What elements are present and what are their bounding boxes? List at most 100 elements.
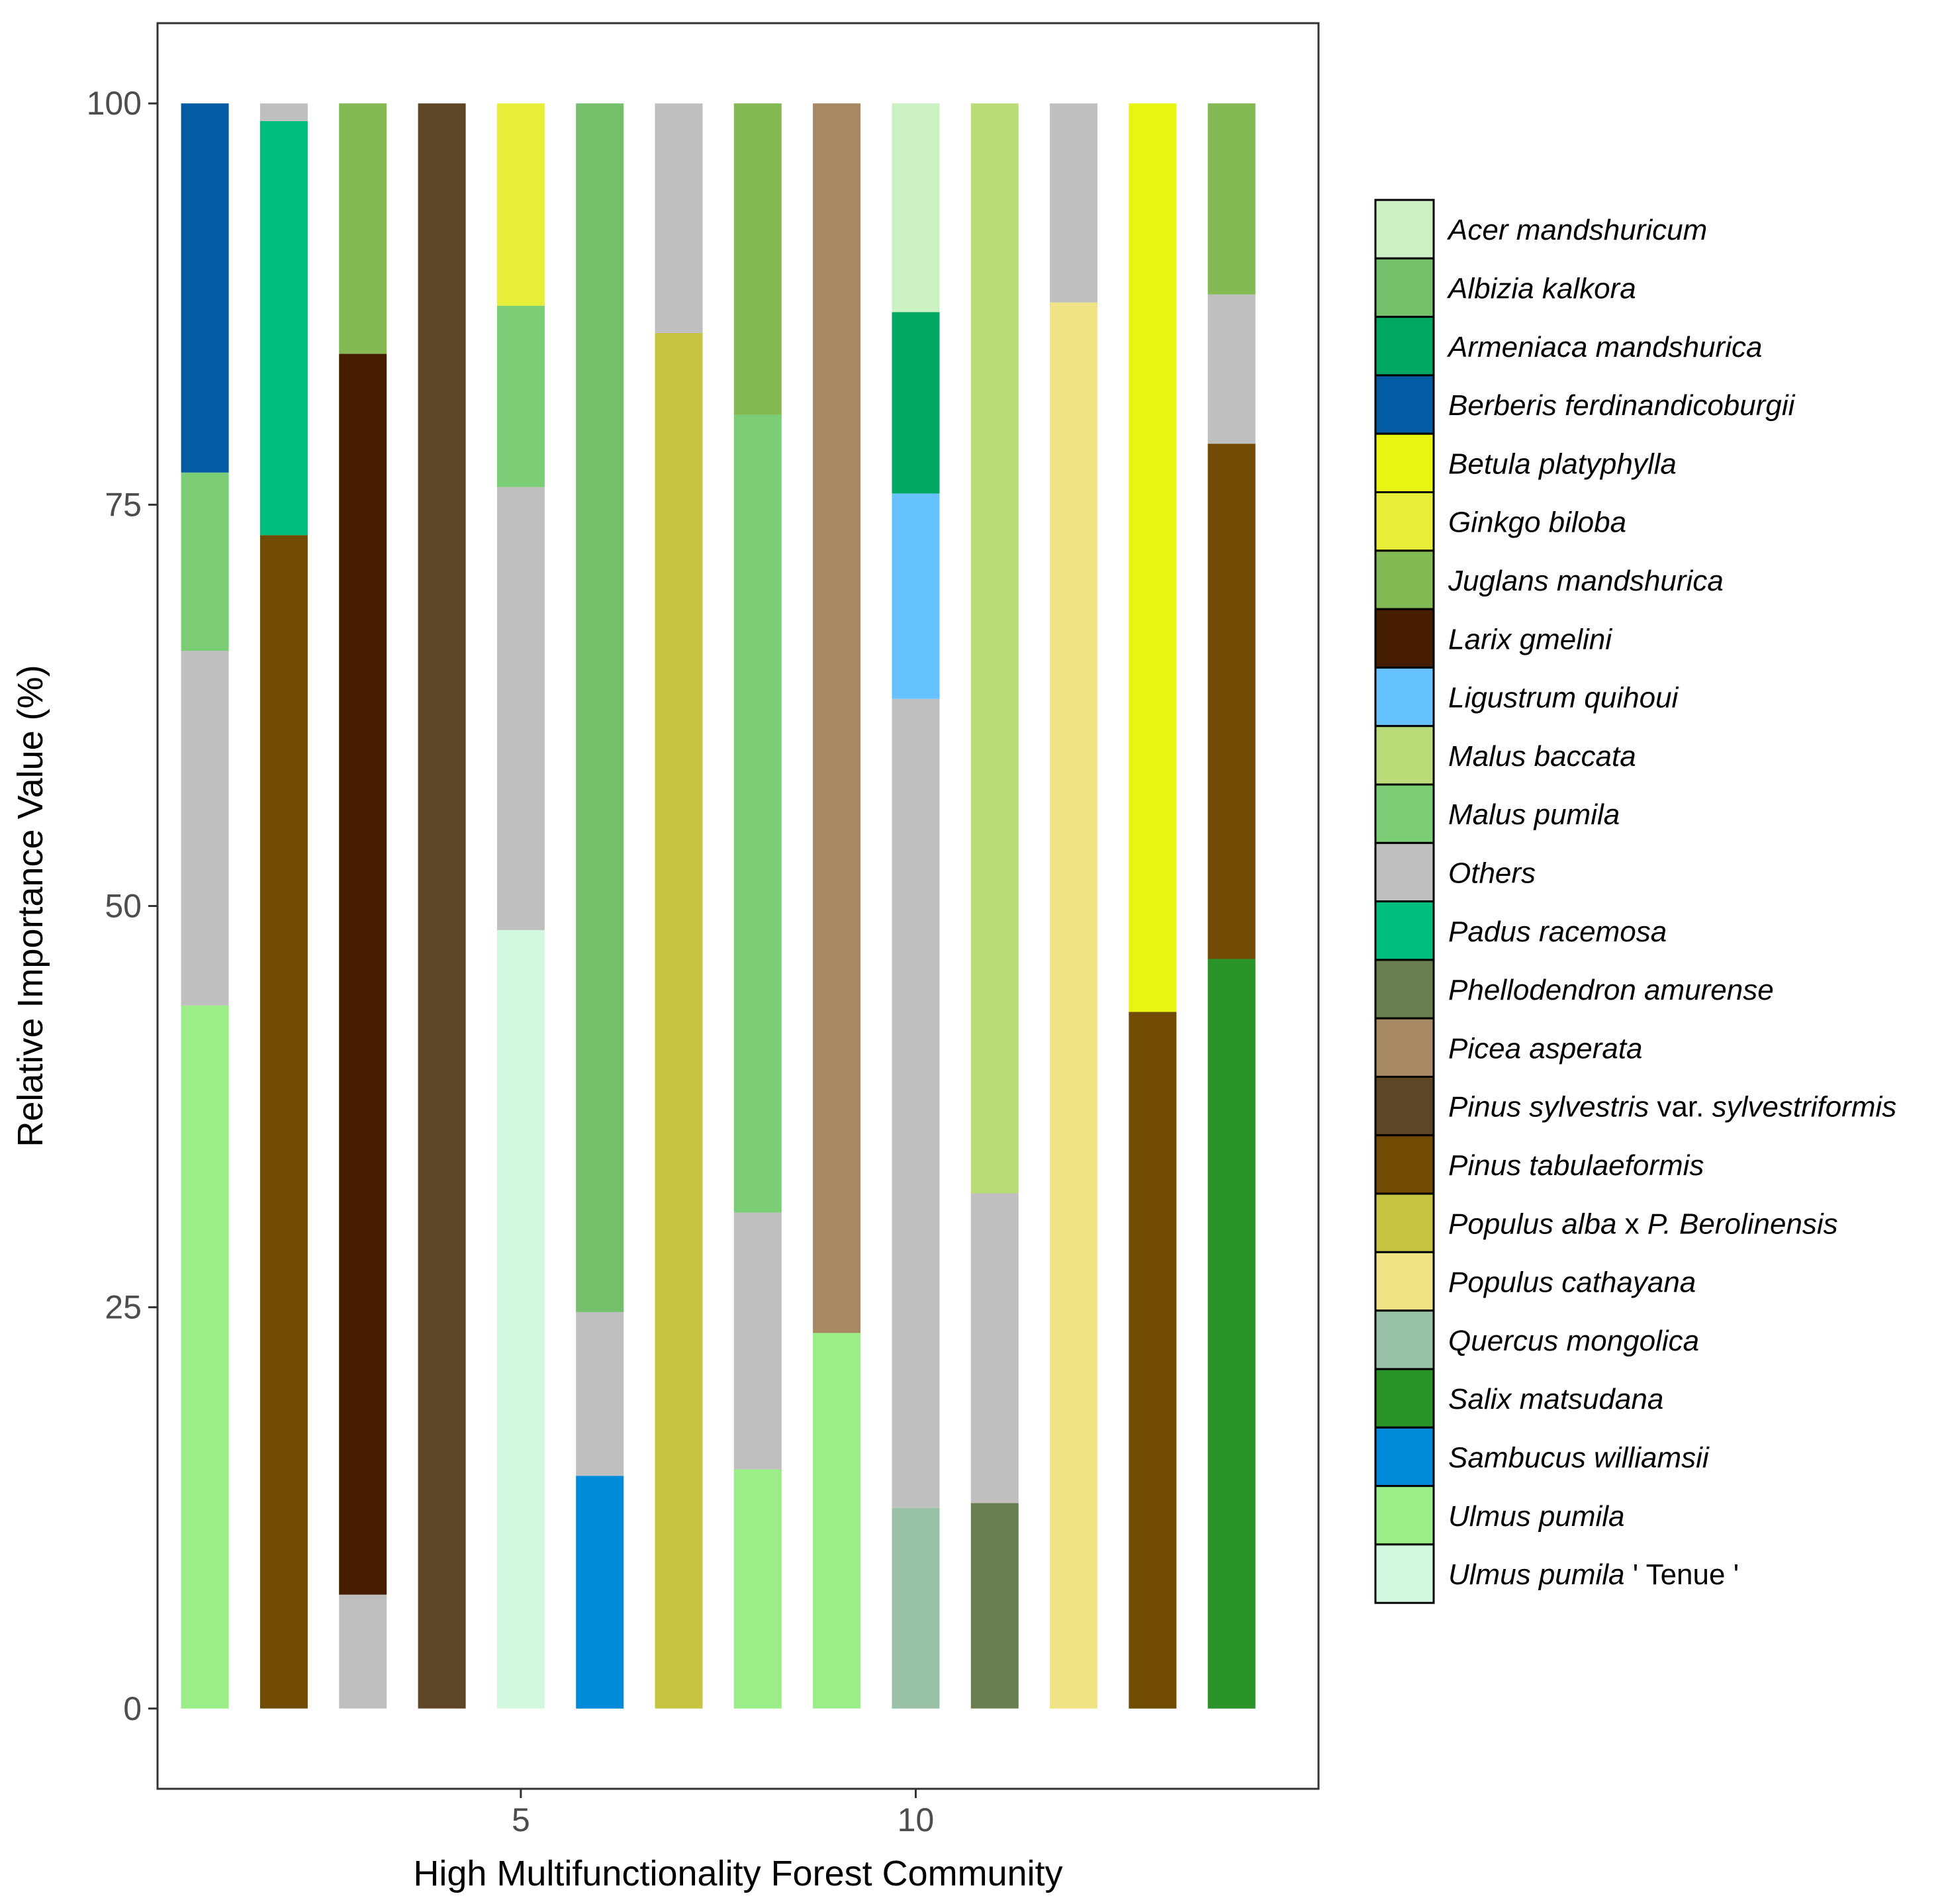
x-axis-title: High Multifunctionality Forest Community [413, 1854, 1062, 1893]
legend-key-salix-matsudana [1374, 1368, 1435, 1429]
bar-segment-c8-ulmus-pumila [733, 1469, 782, 1709]
legend-label-salix-matsudana: Salix matsudana [1448, 1383, 1663, 1415]
legend-label-larix-gmelini: Larix gmelini [1448, 623, 1612, 655]
bar-segment-c4-pinus-sylvestris-var-sylvestriformis [418, 103, 466, 1709]
bar-segment-c7-others [655, 103, 703, 333]
bar-segment-c10-armeniaca-mandshurica [892, 312, 940, 494]
bar-segment-c12-others [1050, 103, 1098, 303]
legend-key-ginkgo-biloba [1374, 491, 1435, 552]
bar-segment-c5-ulmus-pumila-tenue [496, 929, 545, 1709]
x-tick-label: 10 [898, 1801, 935, 1838]
bar-segment-c7-populus-alba-x-p-berolinensis [655, 332, 703, 1709]
legend-key-phellodendron-amurense [1374, 959, 1435, 1020]
y-axis-title: Relative Importance Value (%) [11, 665, 50, 1147]
x-tick-label: 5 [512, 1801, 530, 1838]
legend-label-betula-platyphylla: Betula platyphylla [1448, 448, 1677, 480]
bar-segment-c1-berberis-ferdinandicoburgii [181, 103, 229, 473]
bar-segment-c10-others [892, 698, 940, 1508]
bar-segment-c1-malus-pumila [181, 472, 229, 651]
bar-segment-c3-larix-gmelini [339, 354, 387, 1595]
legend: Acer mandshuricum Albizia kalkora Armeniac… [1374, 199, 1896, 1604]
legend-key-ligustrum-quihoui [1374, 666, 1435, 728]
axes: 0 25 50 75 100 5 10 [87, 85, 935, 1838]
y-tick-label: 100 [87, 85, 142, 122]
legend-key-betula-platyphylla [1374, 432, 1435, 494]
legend-key-larix-gmelini [1374, 608, 1435, 669]
legend-label-pinus-tabulaeformis: Pinus tabulaeformis [1448, 1149, 1704, 1182]
legend-key-malus-pumila [1374, 783, 1435, 844]
legend-key-berberis-ferdinandicoburgii [1374, 374, 1435, 435]
bar-segment-c10-acer-mandshuricum [892, 103, 940, 312]
bar-segment-c5-others [496, 487, 545, 930]
legend-key-sambucus-williamsii [1374, 1426, 1435, 1488]
bar-segment-c10-ligustrum-quihoui [892, 493, 940, 699]
bar-segment-c3-others [339, 1594, 387, 1709]
legend-label-ginkgo-biloba: Ginkgo biloba [1448, 506, 1626, 539]
legend-key-armeniaca-mandshurica [1374, 316, 1435, 377]
bar-segment-c10-quercus-mongolica [892, 1507, 940, 1709]
legend-label-picea-asperata: Picea asperata [1448, 1032, 1643, 1065]
bar-segment-c5-ginkgo-biloba [496, 103, 545, 306]
bar-segment-c6-albizia-kalkora [576, 103, 624, 1312]
legend-key-padus-racemosa [1374, 900, 1435, 961]
bar-segment-c14-salix-matsudana [1207, 959, 1256, 1709]
legend-key-ulmus-pumila-tenue [1374, 1543, 1435, 1604]
bar-segment-c1-ulmus-pumila [181, 1005, 229, 1709]
y-tick-label: 75 [105, 486, 142, 523]
legend-key-malus-baccata [1374, 725, 1435, 786]
bar-segment-c5-malus-pumila [496, 305, 545, 487]
legend-key-acer-mandshuricum [1374, 199, 1435, 260]
legend-label-malus-pumila: Malus pumila [1448, 798, 1620, 831]
legend-label-berberis-ferdinandicoburgii: Berberis ferdinandicoburgii [1448, 389, 1796, 422]
bars [181, 103, 1256, 1709]
legend-label-ulmus-pumila-tenue: Ulmus pumila ' Tenue ' [1448, 1558, 1739, 1591]
bar-segment-c2-pinus-tabulaeformis [259, 535, 308, 1709]
legend-label-ligustrum-quihoui: Ligustrum quihoui [1448, 682, 1679, 714]
bar-segment-c9-ulmus-pumila [813, 1333, 861, 1709]
legend-key-others [1374, 841, 1435, 903]
y-tick-label: 25 [105, 1289, 142, 1326]
bar-segment-c11-malus-baccata [970, 103, 1019, 1194]
legend-key-populus-cathayana [1374, 1251, 1435, 1312]
bar-segment-c11-phellodendron-amurense [970, 1503, 1019, 1709]
legend-label-malus-baccata: Malus baccata [1448, 740, 1636, 773]
bar-segment-c3-juglans-mandshurica [339, 103, 387, 354]
legend-key-pinus-tabulaeformis [1374, 1134, 1435, 1195]
bar-segment-c6-sambucus-williamsii [576, 1476, 624, 1709]
legend-label-populus-alba-x-p-berolinensis: Populus alba x P. Berolinensis [1448, 1208, 1838, 1240]
bar-segment-c14-pinus-tabulaeformis [1207, 444, 1256, 959]
bar-segment-c8-malus-pumila [733, 414, 782, 1213]
legend-label-padus-racemosa: Padus racemosa [1448, 916, 1667, 948]
bar-segment-c6-others [576, 1311, 624, 1476]
legend-label-juglans-mandshurica: Juglans mandshurica [1448, 565, 1724, 597]
legend-label-albizia-kalkora: Albizia kalkora [1446, 272, 1636, 305]
bar-segment-c2-others [259, 103, 308, 121]
legend-label-armeniaca-mandshurica: Armeniaca mandshurica [1446, 331, 1762, 363]
bar-segment-c1-others [181, 651, 229, 1006]
legend-label-pinus-sylvestris-var-sylvestriformis: Pinus sylvestris var. sylvestriformis [1448, 1091, 1896, 1123]
legend-label-sambucus-williamsii: Sambucus williamsii [1448, 1442, 1710, 1474]
legend-key-ulmus-pumila [1374, 1485, 1435, 1546]
y-tick-label: 50 [105, 888, 142, 925]
legend-key-quercus-mongolica [1374, 1309, 1435, 1370]
bar-segment-c13-betula-platyphylla [1129, 103, 1177, 1012]
bar-segment-c2-padus-racemosa [259, 120, 308, 536]
bar-segment-c13-pinus-tabulaeformis [1129, 1012, 1177, 1709]
legend-label-others: Others [1448, 857, 1536, 890]
bar-segment-c11-others [970, 1193, 1019, 1503]
bar-segment-c14-juglans-mandshurica [1207, 103, 1256, 295]
legend-key-picea-asperata [1374, 1017, 1435, 1078]
legend-key-populus-alba-x-p-berolinensis [1374, 1192, 1435, 1253]
legend-label-phellodendron-amurense: Phellodendron amurense [1448, 974, 1774, 1006]
legend-key-juglans-mandshurica [1374, 549, 1435, 610]
bar-segment-c12-populus-cathayana [1050, 302, 1098, 1709]
legend-label-quercus-mongolica: Quercus mongolica [1448, 1325, 1699, 1357]
legend-label-acer-mandshuricum: Acer mandshuricum [1446, 214, 1707, 246]
legend-label-populus-cathayana: Populus cathayana [1448, 1266, 1696, 1299]
bar-segment-c9-picea-asperata [813, 103, 861, 1333]
bar-segment-c8-others [733, 1212, 782, 1470]
bar-segment-c8-juglans-mandshurica [733, 103, 782, 415]
legend-label-ulmus-pumila: Ulmus pumila [1448, 1500, 1625, 1533]
y-tick-label: 0 [123, 1690, 142, 1727]
